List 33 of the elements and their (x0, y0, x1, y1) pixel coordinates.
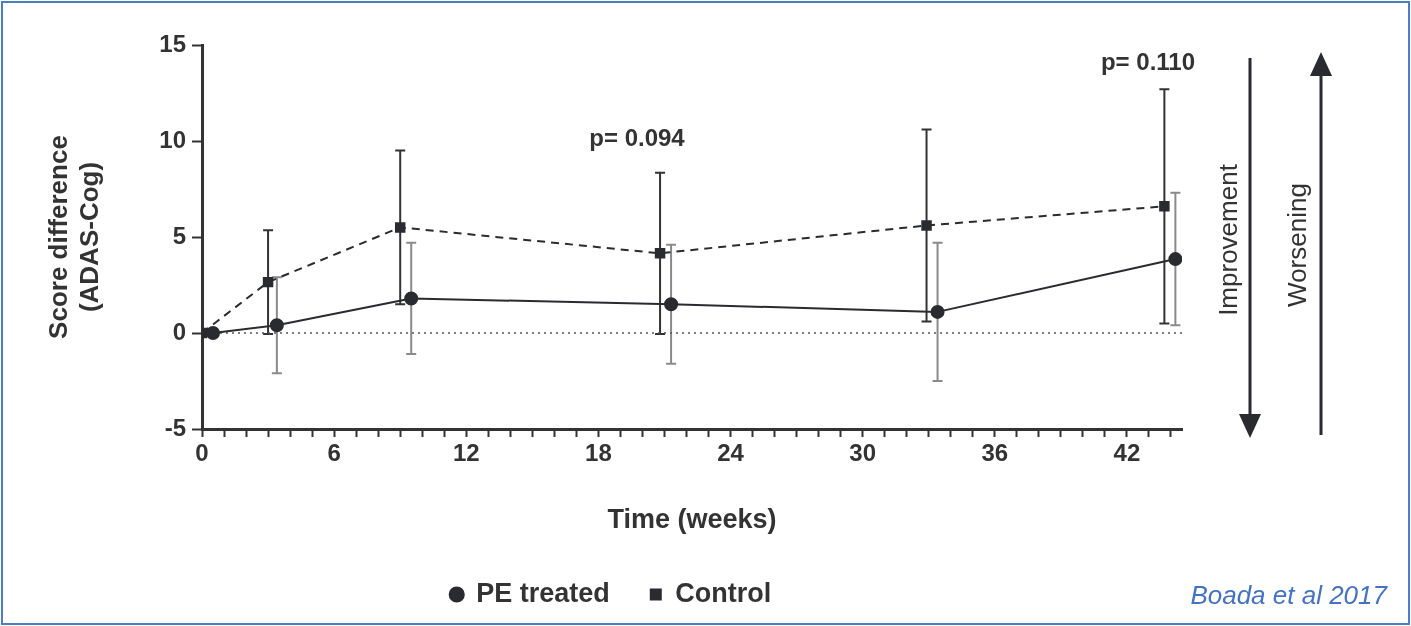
x-tick-label: 0 (195, 439, 209, 467)
y-tick-label: 15 (159, 29, 186, 57)
annotation: p= 0.110 (1100, 48, 1196, 76)
y-tick-label: 10 (159, 125, 186, 153)
x-tick-label: 30 (849, 439, 877, 467)
x-tick-label: 12 (452, 439, 480, 467)
x-tick-label: 36 (981, 439, 1009, 467)
y-tick-label: -5 (164, 413, 186, 441)
x-axis-title: Time (weeks) (607, 504, 777, 535)
x-tick-label: 24 (717, 439, 745, 467)
text: Boada et al 2017 (1190, 580, 1387, 611)
legend-label: Control (675, 577, 772, 608)
point (394, 222, 406, 233)
point (654, 248, 666, 259)
point (269, 318, 284, 333)
y-tick-label: 5 (172, 221, 186, 249)
point (404, 291, 419, 306)
annotation: p= 0.094 (589, 124, 685, 152)
text: Improvement (1212, 164, 1244, 316)
point (262, 276, 274, 288)
point (921, 220, 932, 231)
point (1159, 201, 1170, 212)
text: Worsening (1281, 183, 1313, 307)
y-tick-label: 0 (172, 317, 186, 345)
y-axis-title: Score difference (ADAS-Cog) (42, 135, 104, 339)
point (1168, 252, 1182, 267)
point (664, 297, 679, 312)
x-tick-label: 42 (1113, 439, 1141, 467)
x-tick-label: 18 (585, 439, 612, 467)
x-tick-label: 6 (327, 439, 341, 467)
point (206, 326, 221, 340)
legend-label: PE treated (476, 577, 610, 608)
point (930, 304, 945, 319)
